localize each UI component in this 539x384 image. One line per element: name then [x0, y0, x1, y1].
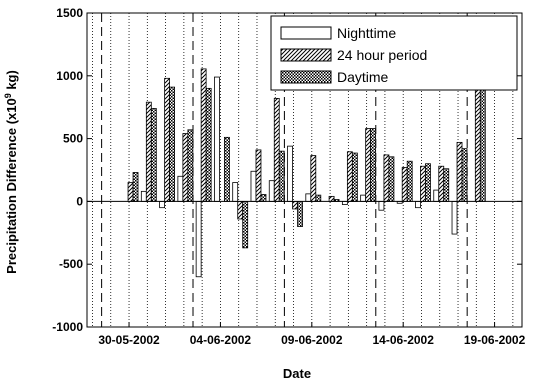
- bar-daytime: [224, 136, 230, 202]
- x-tick-label: 30-05-2002: [98, 333, 160, 347]
- axis-ticks: -1000 -500 0 500 1000 1500 30-05-2002 04-06-200…: [52, 6, 525, 347]
- bar-nighttime: [287, 145, 293, 202]
- bar-24-hour-period: [346, 151, 353, 202]
- bar-nighttime: [305, 193, 312, 202]
- bar-24-hour-period: [145, 101, 152, 202]
- bar-nighttime: [159, 200, 165, 209]
- bar-nighttime: [378, 200, 385, 211]
- x-tick-label: 04-06-2002: [190, 333, 252, 347]
- bar-nighttime: [415, 200, 421, 209]
- bar-24-hour-period: [237, 200, 244, 220]
- bar-daytime: [205, 87, 212, 202]
- bar-nighttime: [268, 180, 275, 202]
- y-tick-label: 500: [63, 132, 83, 146]
- y-axis-title-exponent: 9: [3, 93, 13, 98]
- y-tick-label: 1000: [56, 69, 83, 83]
- bar-daytime: [297, 200, 303, 227]
- legend-swatch-daytime: [280, 70, 332, 84]
- legend-swatch-24-hour-period: [280, 48, 332, 62]
- bar-24-hour-period: [401, 167, 408, 202]
- bar-24-hour-period: [456, 141, 463, 202]
- legend-label-nighttime: Nighttime: [337, 25, 396, 41]
- bar-24-hour-period: [328, 195, 335, 202]
- bar-daytime: [443, 168, 450, 202]
- bar-daytime: [351, 152, 358, 202]
- y-tick-label: 1500: [56, 6, 83, 20]
- bar-24-hour-period: [164, 77, 170, 202]
- bar-24-hour-period: [200, 68, 207, 202]
- bar-daytime: [406, 160, 413, 202]
- legend-label-24-hour-period: 24 hour period: [337, 47, 427, 63]
- y-tick-label: -1000: [52, 320, 83, 334]
- bar-nighttime: [451, 200, 458, 235]
- legend-label-daytime: Daytime: [337, 69, 389, 85]
- bar-daytime: [388, 156, 395, 202]
- bar-daytime: [150, 108, 157, 202]
- bar-24-hour-period: [182, 133, 189, 202]
- x-tick-label: 09-06-2002: [281, 333, 343, 347]
- bar-daytime: [370, 128, 377, 202]
- bar-daytime: [169, 86, 175, 202]
- bar-nighttime: [195, 200, 202, 278]
- bar-nighttime: [232, 182, 239, 202]
- x-axis-title: Date: [283, 366, 311, 381]
- bar-24-hour-period: [365, 128, 372, 202]
- y-axis-title-main: Precipitation Difference (x10: [4, 98, 19, 274]
- bar-24-hour-period: [255, 149, 262, 202]
- bar-nighttime: [360, 194, 367, 202]
- x-tick-label: 19-06-2002: [464, 333, 526, 347]
- y-tick-label: -500: [59, 257, 83, 271]
- bar-daytime: [278, 150, 285, 202]
- x-tick-label: 14-06-2002: [373, 333, 435, 347]
- bar-24-hour-period: [383, 154, 390, 202]
- bar-nighttime: [140, 190, 147, 202]
- plot-frame: [86, 12, 523, 328]
- bar-24-hour-period: [310, 155, 317, 202]
- y-axis-title: Precipitation Difference (x109 kg): [3, 70, 19, 274]
- y-tick-label: 0: [76, 194, 83, 208]
- bar-nighttime: [433, 189, 440, 202]
- bar-nighttime: [250, 170, 257, 202]
- legend-swatch-nighttime: [280, 26, 332, 40]
- legend: Nighttime 24 hour period Daytime: [270, 15, 518, 91]
- y-axis-title-unit: kg): [4, 70, 19, 93]
- bar-24-hour-period: [420, 165, 426, 202]
- bar-nighttime: [177, 175, 184, 202]
- bar-24-hour-period: [127, 182, 134, 202]
- bar-24-hour-period: [273, 98, 280, 202]
- bar-daytime: [242, 200, 249, 249]
- bar-daytime: [315, 194, 322, 202]
- bars: [127, 22, 486, 278]
- bar-24-hour-period: [292, 200, 298, 210]
- bar-nighttime: [214, 76, 220, 202]
- bar-daytime: [425, 163, 431, 202]
- bar-daytime: [461, 148, 468, 202]
- bar-24-hour-period: [438, 165, 445, 202]
- bar-daytime: [132, 172, 139, 202]
- bar-daytime: [260, 194, 267, 202]
- bar-daytime: [187, 129, 194, 202]
